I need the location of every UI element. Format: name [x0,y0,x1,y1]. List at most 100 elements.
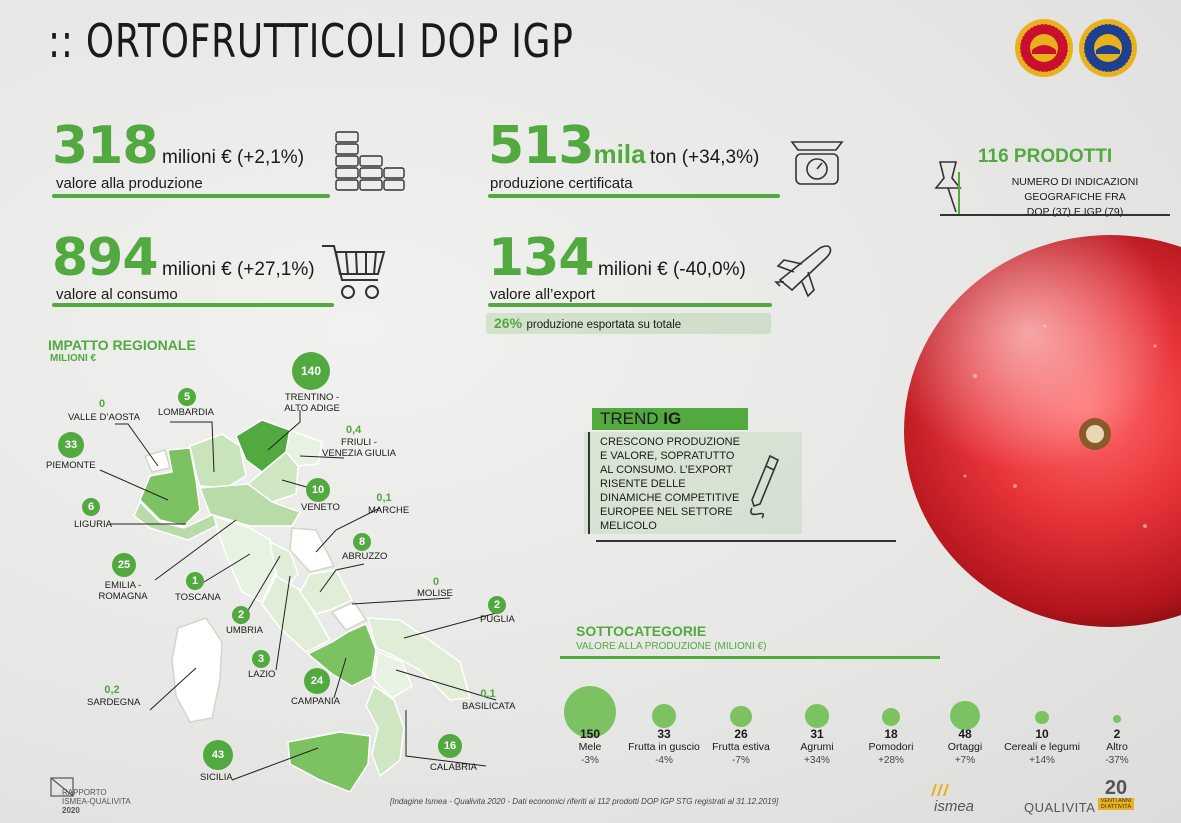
report-year: 2020 [62,806,80,815]
subcat-change: +7% [954,755,976,766]
subcat-bubble [564,686,616,738]
trend-rule [588,432,590,534]
region-circle: 24 [304,668,330,694]
kpi-label: produzione certificata [490,175,633,192]
kpi-value-consumption: 894 milioni € (+27,1%) [52,232,315,284]
trend-line: EUROPEE NEL SETTORE [600,506,733,518]
products-title: 116 PRODOTTI [978,146,1113,167]
region-label: TRENTINO - ALTO ADIGE [284,392,340,414]
region-lombardia [189,433,247,489]
region-molise [330,601,368,631]
trend-underline [596,540,896,542]
region-label: EMILIA - ROMAGNA [98,580,148,602]
products-line: DOP (37) E IGP (79) [1026,206,1124,218]
subcat-value: 18 [884,727,898,741]
coins-icon [335,131,405,191]
subcat-value: 2 [1113,727,1121,741]
region-value: 0 [98,398,106,410]
cart-icon [322,245,386,299]
subcat-name: Cereali e legumi [1004,741,1080,753]
subcat-title: SOTTOCATEGORIE [576,623,707,639]
dop-seal-icon [1015,19,1073,77]
kpi-number: 318 [52,116,159,176]
subcat-change: -7% [732,755,750,766]
region-label: SICILIA [200,772,233,783]
subcat-change: +14% [1029,755,1055,766]
region-calabria [365,684,405,778]
region-sicilia [287,731,371,793]
subcat-name: Pomodori [868,741,914,753]
trend-line: DINAMICHE COMPETITIVE [600,492,740,504]
region-label: PIEMONTE [46,460,96,471]
trend-title-a: TREND [600,409,664,428]
region-sardegna [171,617,223,723]
region-label: BASILICATA [462,701,516,712]
subcat-change: -37% [1105,755,1129,766]
region-label: CAMPANIA [291,696,340,707]
subcat-bubble [730,705,752,728]
trend-box [584,432,802,534]
report-logo-icon [50,777,74,797]
apple-image [904,235,1181,627]
subcat-value: 33 [657,727,671,741]
kpi-number: 134 [488,228,595,288]
region-umbria [268,540,299,592]
kpi-unit-strong: mila [593,139,646,169]
subcat-bubble [950,700,980,731]
region-value: 0,2 [104,684,120,696]
products-bracket [958,172,960,216]
products-underline [940,214,1170,216]
subcat-name: Ortaggi [947,741,983,753]
region-label: PUGLIA [480,614,515,625]
region-circle: 5 [178,388,196,406]
region-circle: 43 [203,740,233,770]
report-line: RAPPORTO [62,788,107,797]
subcat-value: 48 [958,727,972,741]
region-label: VALLE D’AOSTA [68,412,140,423]
region-circle: 33 [58,432,84,458]
region-circle: 140 [292,352,330,390]
region-label: MOLISE [417,588,453,599]
trend-title-b: IG [663,409,682,428]
kpi-value-production: 318 milioni € (+2,1%) [52,120,304,172]
region-circle: 2 [232,606,250,624]
region-circle: 8 [353,533,371,551]
region-circle: 1 [186,572,204,590]
kpi-unit: milioni € (+2,1%) [162,147,305,168]
ismea-logo-icon [931,783,949,797]
region-campania [306,622,377,687]
products-line: GEOGRAFICHE FRA [1024,191,1126,203]
region-circle: 3 [252,650,270,668]
subcat-change: +28% [878,755,904,766]
products-line: NUMERO DI INDICAZIONI [1011,176,1139,188]
subcat-name: Agrumi [800,741,834,753]
subcat-name: Mele [578,741,602,753]
pen-icon [750,454,780,519]
subcat-value: 150 [579,727,601,741]
kpi-export: 134 milioni € (-40,0%) [488,232,746,284]
region-label: FRIULI - VENEZIA GIULIA [322,437,396,459]
region-value: 0,1 [376,492,392,504]
region-lazio [261,574,332,653]
subcat-underline [560,656,940,659]
trend-line: RISENTE DELLE [600,478,686,490]
export-share-text: produzione esportata su totale [526,319,682,331]
trend-line: CRESCONO PRODUZIONE [600,436,740,448]
kpi-number: 894 [52,228,159,288]
region-label: TOSCANA [175,592,221,603]
kpi-underline [488,303,772,307]
region-circle: 2 [488,596,506,614]
subcat-change: +34% [804,755,830,766]
region-circle: 16 [438,734,462,758]
report-line: ISMEA-QUALIVITA [62,797,131,806]
subcat-bubble [881,708,900,727]
italy-map [99,410,501,793]
region-label: SARDEGNA [87,697,141,708]
region-basilicata [373,650,413,699]
region-value: 0,1 [480,688,496,700]
report-info: RAPPORTO ISMEA-QUALIVITA 2020 [62,788,131,815]
region-piemonte [139,447,201,527]
kpi-underline [488,194,780,198]
trend-title-bg [592,408,748,430]
logo-20-anni: 20 VENTI ANNI DI ATTIVITÀ [1098,778,1134,810]
